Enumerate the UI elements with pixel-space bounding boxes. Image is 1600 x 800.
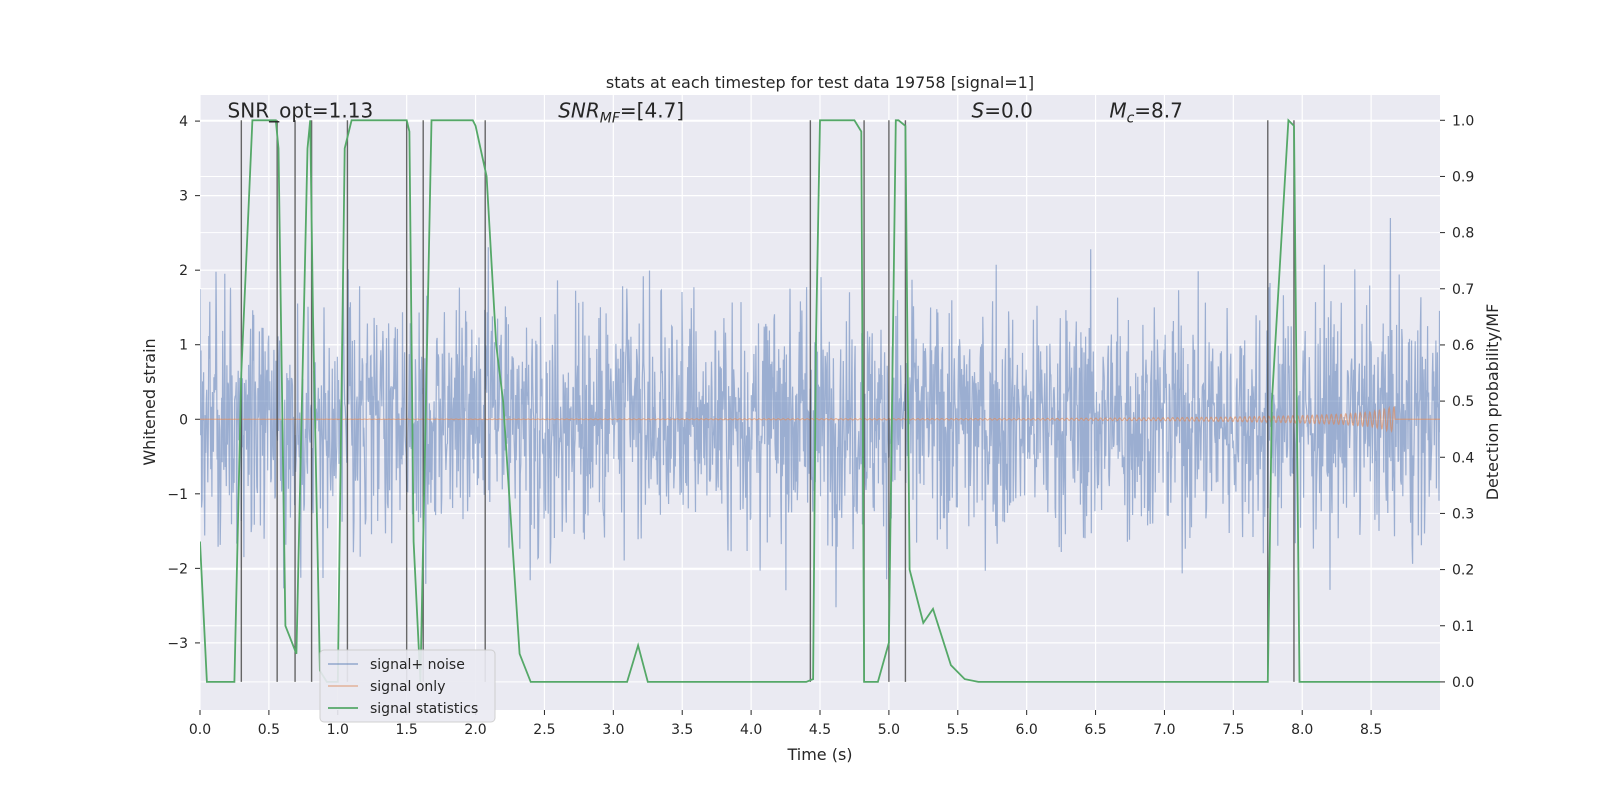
annotation-2: S=0.0	[972, 98, 1033, 122]
x-tick-label-6: 3.0	[602, 722, 624, 738]
y-right-tick-label-5: 0.5	[1452, 394, 1474, 410]
x-tick-label-3: 1.5	[396, 722, 418, 738]
y-tick-label-4: 1	[179, 338, 188, 354]
annotation-1: SNRMF=[4.7]	[558, 98, 684, 126]
annotation-3: Mc=8.7	[1109, 98, 1183, 126]
annotations: SNR_opt=1.13 SNRMF=[4.7] S=0.0 Mc=8.7	[228, 98, 1183, 126]
annotation-0: SNR_opt=1.13	[228, 98, 374, 122]
y-axis-right: 0.0 0.1 0.2 0.3 0.4 0.5 0.6 0.7 0.8 0.9 1.0	[1440, 113, 1474, 691]
y-tick-label-2: −1	[167, 487, 188, 503]
x-tick-label-7: 3.5	[671, 722, 693, 738]
y-tick-label-0: −3	[167, 636, 188, 652]
y-right-tick-label-7: 0.7	[1452, 282, 1474, 298]
x-tick-label-2: 1.0	[327, 722, 349, 738]
y-tick-label-3: 0	[179, 412, 188, 428]
y-axis-left: −3 −2 −1 0 1 2 3 4	[167, 114, 200, 652]
x-axis: 0.0 0.5 1.0 1.5 2.0 2.5 3.0 3.5 4.0 4.5 5.0 5.5 6.0 6…	[189, 710, 1382, 738]
x-tick-label-10: 5.0	[878, 722, 900, 738]
y-right-tick-label-10: 1.0	[1452, 113, 1474, 129]
x-tick-label-0: 0.0	[189, 722, 211, 738]
y-right-tick-label-1: 0.1	[1452, 619, 1474, 635]
x-tick-label-8: 4.0	[740, 722, 762, 738]
y-right-tick-label-6: 0.6	[1452, 338, 1474, 354]
x-tick-label-1: 0.5	[258, 722, 280, 738]
legend: signal+ noise signal only signal statist…	[319, 649, 496, 723]
x-tick-label-15: 7.5	[1222, 722, 1244, 738]
x-tick-label-4: 2.0	[464, 722, 486, 738]
chart-title: stats at each timestep for test data 197…	[606, 73, 1034, 92]
legend-box	[319, 649, 496, 723]
x-tick-label-5: 2.5	[533, 722, 555, 738]
y-right-tick-label-0: 0.0	[1452, 675, 1474, 691]
series-signal-statistics	[200, 118, 1440, 683]
x-tick-label-16: 8.0	[1291, 722, 1313, 738]
legend-label-signal-statistics: signal statistics	[370, 701, 478, 717]
y-right-tick-label-3: 0.3	[1452, 506, 1474, 522]
x-tick-label-11: 5.5	[947, 722, 969, 738]
legend-label-signal-only: signal only	[370, 679, 445, 695]
x-tick-label-9: 4.5	[809, 722, 831, 738]
probability-line	[200, 118, 1440, 683]
legend-label-signal-noise: signal+ noise	[370, 657, 465, 673]
x-axis-label: Time (s)	[786, 745, 852, 764]
y-right-tick-label-9: 0.9	[1452, 169, 1474, 185]
y-tick-label-1: −2	[167, 561, 188, 577]
y-right-tick-label-4: 0.4	[1452, 450, 1474, 466]
y-right-tick-label-2: 0.2	[1452, 563, 1474, 579]
y-right-tick-label-8: 0.8	[1452, 226, 1474, 242]
x-tick-label-12: 6.0	[1016, 722, 1038, 738]
y-axis-label: Whitened strain	[140, 338, 159, 465]
y-tick-label-6: 3	[179, 189, 188, 205]
y-right-axis-label: Detection probability/MF	[1483, 304, 1502, 501]
y-tick-label-5: 2	[179, 263, 188, 279]
x-tick-label-17: 8.5	[1360, 722, 1382, 738]
y-tick-label-7: 4	[179, 114, 188, 130]
x-tick-label-13: 6.5	[1084, 722, 1106, 738]
x-tick-label-14: 7.0	[1153, 722, 1175, 738]
